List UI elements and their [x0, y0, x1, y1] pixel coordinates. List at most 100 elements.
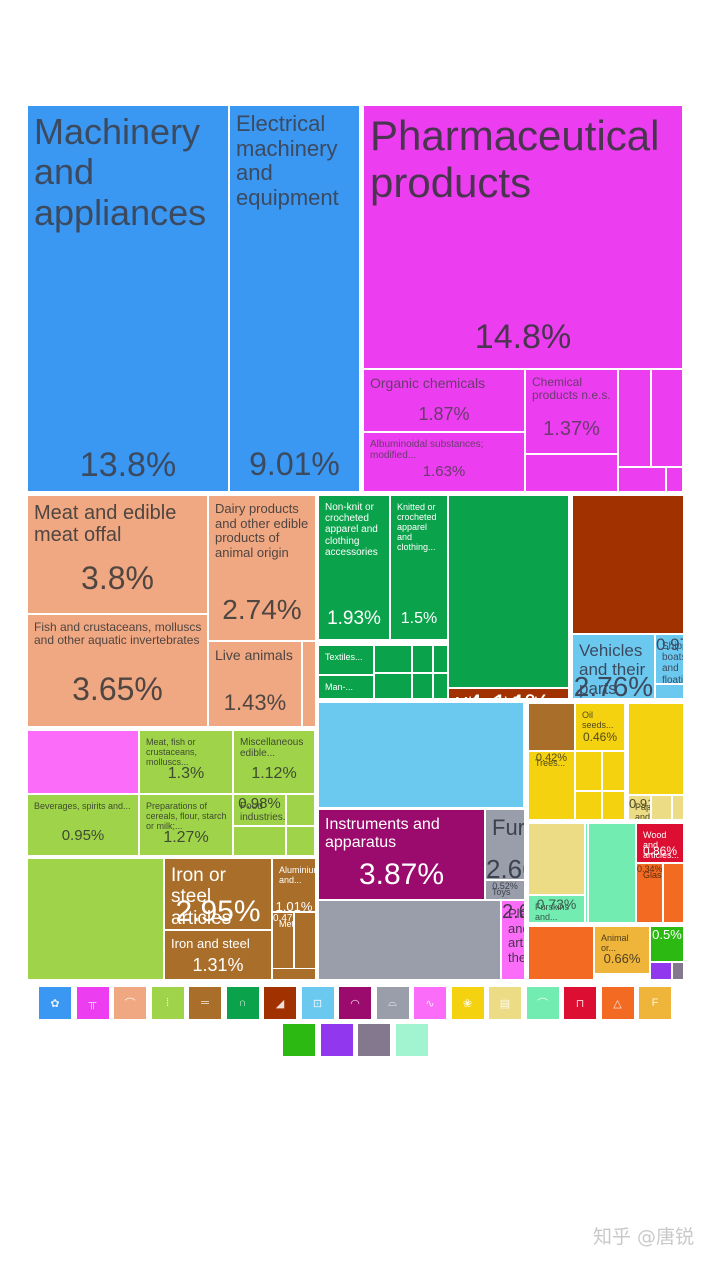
tile-value: 0.95% — [61, 827, 105, 844]
tile-unlabeled — [272, 968, 316, 980]
tile-paper-and: Paper and...0.91% — [628, 795, 651, 820]
tile-unlabeled — [374, 645, 412, 673]
tile-pharmaceutical-products: Pharmaceutical products 14.8% — [363, 105, 683, 369]
tile-label: Vehicles and their parts — [579, 641, 646, 699]
tile-label: Plastics and articles thereof — [508, 906, 525, 965]
tile-label: Iron and steel — [171, 936, 250, 951]
tile-organic-chemicals: Organic chemicals 1.87% — [363, 369, 525, 432]
tile-value: 0.5% — [652, 927, 682, 942]
plastic-icon[interactable]: ∿ — [414, 987, 446, 1019]
tile-value: 1.93% — [327, 608, 381, 629]
legend-gray-icon[interactable] — [358, 1024, 390, 1056]
tile-metal: Metal;...0.47% — [272, 912, 294, 980]
oil-icon[interactable]: ◢ — [264, 987, 296, 1019]
legend-mint-icon[interactable] — [395, 1024, 428, 1056]
sparkle-icon[interactable]: ✿ — [39, 987, 71, 1019]
tile-value: 1.27% — [163, 829, 209, 846]
tile-unlabeled — [528, 823, 585, 895]
tile-unlabeled — [672, 795, 684, 820]
tile-value: 3.87% — [358, 858, 445, 891]
tile-label: Man-... — [325, 682, 354, 692]
tile-label: Non-knit or crocheted apparel and clothi… — [325, 502, 378, 558]
tile-label: Knitted or crocheted apparel and clothin… — [397, 502, 437, 553]
tile-value: 2.95% — [175, 895, 261, 928]
tile-label: Preparations of cereals, flour, starch o… — [146, 801, 227, 832]
vehicle-icon[interactable]: ⊡ — [301, 987, 334, 1019]
tile-mineral-fuels-mineral-oils-and-products-of-their-distillation: Mineral fuels, mineral oils and products… — [448, 688, 569, 699]
legend-green-icon[interactable] — [283, 1024, 315, 1056]
tile-value: 0.47% — [273, 913, 293, 924]
tile-value: 9.01% — [249, 446, 340, 482]
tile-value: 1.43% — [223, 690, 287, 715]
tile-unlabeled — [672, 962, 684, 980]
beam-icon[interactable]: ═ — [189, 987, 221, 1019]
fur-icon[interactable]: ⌒ — [526, 987, 559, 1019]
tile-value: 2.74% — [222, 594, 302, 625]
tile-label: Wood and articles... — [643, 830, 680, 861]
legend-purple-icon[interactable] — [320, 1024, 353, 1056]
tile-label: Paper and... — [635, 802, 651, 820]
gauge-icon[interactable]: ◠ — [339, 987, 371, 1019]
tile-value: 0.73% — [536, 896, 577, 912]
animal-oil-icon[interactable]: F — [639, 987, 671, 1019]
tile-label: Aluminium and... — [279, 865, 315, 886]
tile-meat-fish-or-crustaceans-molluscs: Meat, fish or crustaceans, molluscs... 1.… — [139, 730, 233, 794]
wood-icon[interactable]: ⊓ — [564, 987, 596, 1019]
tile-unlabeled — [27, 730, 139, 794]
tile-non-knit-or-crocheted-apparel-and-clothing-accessories: Non-knit or crocheted apparel and clothi… — [318, 495, 390, 640]
tile-iron-or-steel-articles: Iron or steel articles 2.95% — [164, 858, 272, 930]
tile-live-animals: Live animals 1.43% — [208, 641, 302, 727]
tile-unlabeled — [528, 926, 594, 980]
tile-label: Machinery and appliances — [34, 111, 207, 233]
tile-label: Animal or... — [601, 933, 629, 954]
tile-unlabeled — [318, 900, 501, 980]
tile-vehicles-and-their-parts: Vehicles and their parts 2.76% — [572, 634, 655, 699]
tile-value: 3.65% — [72, 671, 163, 707]
tile-unlabeled — [575, 791, 602, 820]
tile-unlabeled — [412, 673, 433, 699]
shirt-icon[interactable]: ∩ — [226, 987, 259, 1019]
tile-oil-seeds: Oil seeds... 0.46% — [575, 703, 625, 751]
tile-label: Furniture — [492, 815, 525, 840]
utensils-icon[interactable]: ⁞ — [151, 987, 184, 1019]
sofa-icon[interactable]: ⌓ — [376, 987, 409, 1019]
tile-value: 1.5% — [400, 610, 438, 627]
tile-miscellaneous-edible: Miscellaneous edible... 1.12% — [233, 730, 315, 794]
tile-value: 0.34% — [637, 864, 663, 874]
tile-preparations-of-cereals-flour-starch-or-milk: Preparations of cereals, flour, starch o… — [139, 794, 233, 856]
tile-unlabeled — [525, 454, 618, 492]
tile-label: Electrical machinery and equipment — [236, 111, 339, 210]
tile-unlabeled — [433, 673, 448, 699]
tile-unlabeled — [585, 823, 588, 923]
tile-value: 13.8% — [79, 446, 177, 484]
paper-icon[interactable]: ▤ — [489, 987, 521, 1019]
tile-label: Beverages, spirits and... — [34, 801, 131, 811]
tile-value: 1.87% — [418, 404, 470, 424]
tile-label: Oil seeds... — [582, 710, 614, 731]
tile-furniture: Furniture 2.66% — [485, 809, 525, 880]
tile-toys-and: Toys and...0.52% — [485, 880, 525, 900]
tile-value: 0.52% — [492, 881, 518, 891]
tile-machinery-and-appliances: Machinery and appliances 13.8% — [27, 105, 229, 492]
tile-dairy-products-and-other-edible-products-of-animal-origin: Dairy products and other edible products… — [208, 495, 316, 641]
tile-value: 2.66% — [486, 854, 524, 880]
tile-label: Miscellaneous edible... — [240, 737, 304, 760]
leaf-icon[interactable]: ❀ — [451, 987, 484, 1019]
tile-textiles: Textiles... — [318, 645, 374, 675]
tile-beverages-spirits-and: Beverages, spirits and... 0.95% — [27, 794, 139, 856]
tile-unlabeled — [628, 703, 684, 795]
tile-unlabeled — [448, 495, 569, 688]
glass-icon[interactable]: △ — [601, 987, 634, 1019]
fish-icon[interactable]: ⌒ — [114, 987, 146, 1019]
tile-unlabeled — [233, 826, 286, 856]
tile-label: Food industries... — [240, 801, 286, 824]
flask-icon[interactable]: ╥ — [76, 987, 109, 1019]
tile-food-industries: Food industries...0.98% — [233, 794, 286, 826]
tile-label: Meat and edible meat offal — [34, 502, 177, 547]
tile-label: Glass... — [643, 870, 662, 880]
tile-fish-and-crustaceans-molluscs-and-other-aquatic-invertebrates: Fish and crustaceans, molluscs and other… — [27, 614, 208, 727]
tile-label: Furskins and... — [535, 902, 570, 923]
tile-value: 1.37% — [543, 418, 600, 440]
tile-value: 0.98% — [238, 795, 281, 812]
